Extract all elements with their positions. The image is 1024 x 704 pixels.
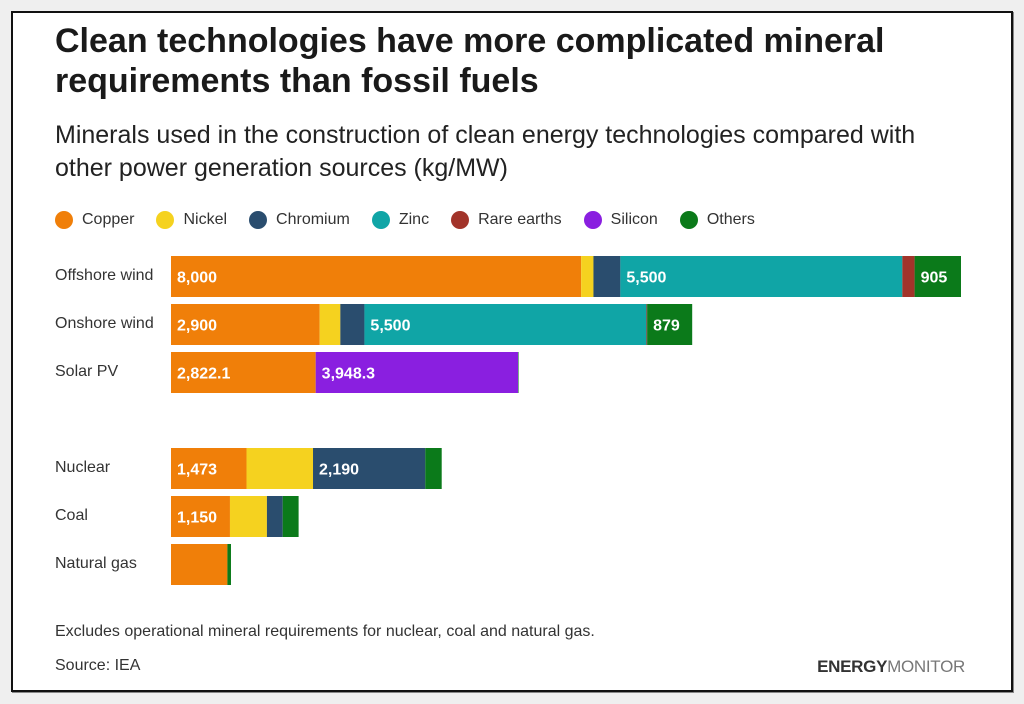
legend-swatch <box>583 211 602 229</box>
chart-subtitle: Minerals used in the construction of cle… <box>55 121 916 182</box>
data-label: 5,500 <box>626 270 666 287</box>
bar-segment-copper <box>171 544 228 585</box>
legend-item: Copper <box>55 211 134 229</box>
category-label: Offshore wind <box>55 267 154 284</box>
bar-segment-chromium <box>593 256 621 297</box>
bar-segment-zinc <box>364 304 647 345</box>
bar-segment-others <box>425 448 442 489</box>
data-label: 8,000 <box>177 270 217 287</box>
bar-segment-silicon <box>315 352 519 393</box>
bar-segment-nickel <box>246 448 314 489</box>
legend-swatch <box>55 211 73 229</box>
category-label: Natural gas <box>55 555 137 572</box>
legend-swatch <box>451 211 470 229</box>
data-label: 879 <box>653 318 680 335</box>
bar-segment-zinc <box>620 256 903 297</box>
bar-segment-rare-earths <box>646 304 648 345</box>
bar-segment-others <box>914 256 961 297</box>
data-label: 1,473 <box>177 462 217 479</box>
footnote: Excludes operational mineral requirement… <box>55 623 595 640</box>
bar-segment-others <box>518 352 519 393</box>
category-label: Coal <box>55 507 88 524</box>
source: Source: IEA <box>55 657 141 674</box>
bar-segment-copper <box>171 496 230 537</box>
legend-item: Zinc <box>371 211 430 229</box>
bar-segment-copper <box>171 352 316 393</box>
legend-item: Silicon <box>583 211 658 229</box>
logo-light: MONITOR <box>887 657 965 676</box>
category-label: Onshore wind <box>55 315 154 332</box>
category-label: Solar PV <box>55 363 119 380</box>
data-label: 905 <box>921 270 948 287</box>
bar-segment-chromium <box>266 496 283 537</box>
bar-segment-copper <box>171 448 247 489</box>
category-label: Nuclear <box>55 459 111 476</box>
legend-swatch <box>371 211 390 229</box>
legend: Copper Nickel Chromium Zinc Rare earths Silic… <box>55 211 777 229</box>
bar-segment-nickel <box>229 496 267 537</box>
bar-segment-nickel <box>581 256 594 297</box>
bar-segment-chromium <box>340 304 365 345</box>
bar-segment-others <box>282 496 299 537</box>
bar-segment-chromium <box>313 448 426 489</box>
legend-label: Zinc <box>398 211 430 228</box>
data-label: 2,822.1 <box>177 366 230 383</box>
logo-bold: ENERGY <box>817 657 888 676</box>
legend-swatch <box>679 211 698 229</box>
legend-item: Others <box>679 211 755 229</box>
bar-segment-copper <box>171 256 582 297</box>
legend-item: Nickel <box>156 211 227 229</box>
legend-label: Nickel <box>183 211 228 228</box>
energy-monitor-logo: ENERGYMONITOR <box>817 657 965 677</box>
legend-label: Rare earths <box>478 211 562 228</box>
bar-segment-others <box>647 304 693 345</box>
legend-label: Chromium <box>276 211 350 228</box>
data-label: 2,190 <box>319 462 359 479</box>
legend-label: Silicon <box>610 211 658 228</box>
bar-segment-others <box>227 544 231 585</box>
legend-item: Chromium <box>249 211 350 229</box>
data-label: 5,500 <box>370 318 410 335</box>
bar-segment-nickel <box>319 304 341 345</box>
data-label: 1,150 <box>177 510 217 527</box>
bar-segment-rare-earths <box>902 256 915 297</box>
data-label: 2,900 <box>177 318 217 335</box>
chart-title: Clean technologies have more complicated… <box>55 22 885 100</box>
legend-label: Copper <box>82 211 135 228</box>
legend-label: Others <box>706 211 755 228</box>
bar-segment-copper <box>171 304 320 345</box>
legend-swatch <box>249 211 268 229</box>
legend-item: Rare earths <box>451 211 562 229</box>
legend-swatch <box>156 211 175 229</box>
data-label: 3,948.3 <box>322 366 375 383</box>
